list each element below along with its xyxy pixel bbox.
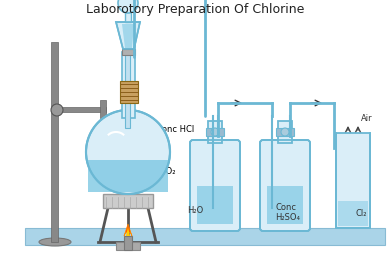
Polygon shape: [116, 22, 140, 49]
Bar: [103, 194, 153, 208]
Bar: [51, 42, 58, 242]
Polygon shape: [124, 224, 132, 236]
Bar: [336, 133, 370, 228]
Circle shape: [86, 110, 170, 194]
Circle shape: [118, 0, 138, 13]
Text: Conc
H₂SO₄: Conc H₂SO₄: [275, 203, 300, 222]
Bar: [278, 121, 292, 143]
Text: Air: Air: [361, 114, 372, 123]
FancyBboxPatch shape: [260, 140, 310, 231]
Text: Cl₂: Cl₂: [355, 209, 367, 218]
Bar: [124, 236, 132, 250]
Polygon shape: [25, 228, 385, 245]
Polygon shape: [88, 160, 168, 192]
Text: Laborotory Preparation Of Chlorine: Laborotory Preparation Of Chlorine: [86, 3, 304, 16]
Bar: [116, 242, 140, 250]
Text: MnO₂: MnO₂: [137, 164, 176, 176]
Bar: [120, 81, 138, 103]
Bar: [267, 186, 303, 224]
Bar: [125, 12, 131, 22]
Polygon shape: [122, 24, 134, 48]
Ellipse shape: [39, 238, 71, 246]
Bar: [122, 52, 135, 118]
Text: Conc HCl: Conc HCl: [138, 125, 194, 146]
Text: H₂O: H₂O: [187, 206, 203, 215]
Bar: [206, 128, 224, 136]
Bar: [122, 49, 135, 55]
Bar: [125, 52, 130, 128]
Circle shape: [211, 128, 219, 136]
Bar: [54, 107, 106, 112]
FancyBboxPatch shape: [190, 140, 240, 231]
Bar: [338, 201, 368, 226]
Polygon shape: [126, 227, 130, 236]
Circle shape: [51, 104, 63, 116]
Bar: [100, 100, 106, 118]
Bar: [276, 128, 294, 136]
Circle shape: [281, 128, 289, 136]
Bar: [197, 186, 233, 224]
Bar: [208, 121, 222, 143]
